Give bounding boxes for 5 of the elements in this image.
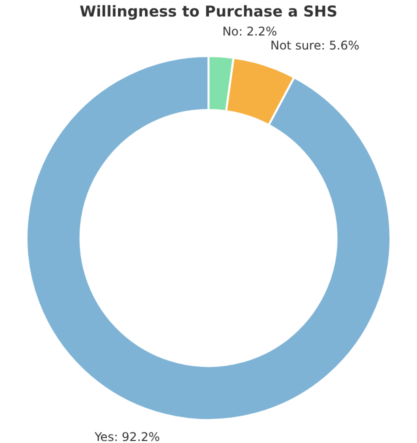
donut-slice: [26, 55, 392, 421]
slice-label: No: 2.2%: [222, 24, 277, 38]
chart-title: Willingness to Purchase a SHS: [80, 2, 338, 20]
slice-label: Not sure: 5.6%: [270, 38, 360, 52]
slice-label: Yes: 92.2%: [94, 430, 160, 443]
